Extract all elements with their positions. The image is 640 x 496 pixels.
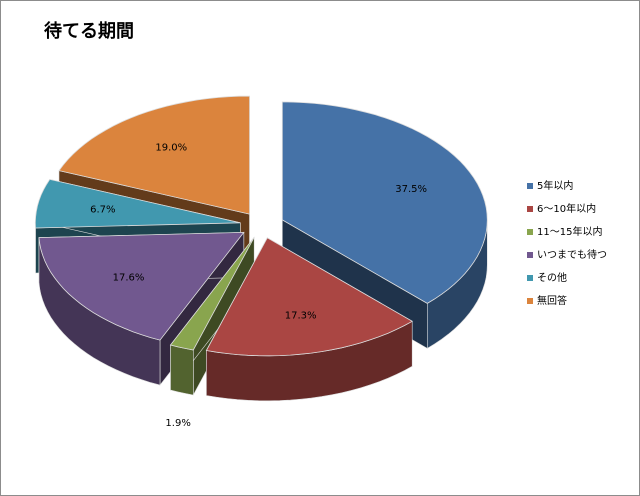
legend-label: いつまでも待つ	[537, 248, 607, 261]
slice-top	[38, 231, 245, 341]
data-label: 19.0%	[155, 143, 187, 154]
legend-swatch	[527, 252, 533, 258]
legend-label: 11～15年以内	[537, 225, 602, 238]
slice-top	[205, 237, 414, 357]
legend-label: 5年以内	[537, 179, 573, 192]
legend-swatch	[527, 183, 533, 189]
slice-top	[58, 95, 250, 215]
legend-label: その他	[537, 271, 567, 284]
legend-swatch	[527, 298, 533, 304]
legend-swatch	[527, 275, 533, 281]
slice	[205, 237, 414, 402]
legend-label: 無回答	[537, 294, 567, 307]
data-label: 6.7%	[90, 205, 115, 216]
chart-title: 待てる期間	[44, 20, 134, 42]
data-label: 17.6%	[113, 273, 145, 284]
slice-top	[169, 237, 255, 351]
slice-side	[170, 344, 194, 396]
slice-top	[34, 178, 241, 229]
legend-label: 6～10年以内	[537, 202, 596, 215]
legend-swatch	[527, 229, 533, 235]
legend-swatch	[527, 206, 533, 212]
slice-top	[281, 101, 488, 304]
data-label: 37.5%	[395, 184, 427, 195]
data-label: 17.3%	[285, 311, 317, 322]
data-label: 1.9%	[165, 418, 190, 429]
